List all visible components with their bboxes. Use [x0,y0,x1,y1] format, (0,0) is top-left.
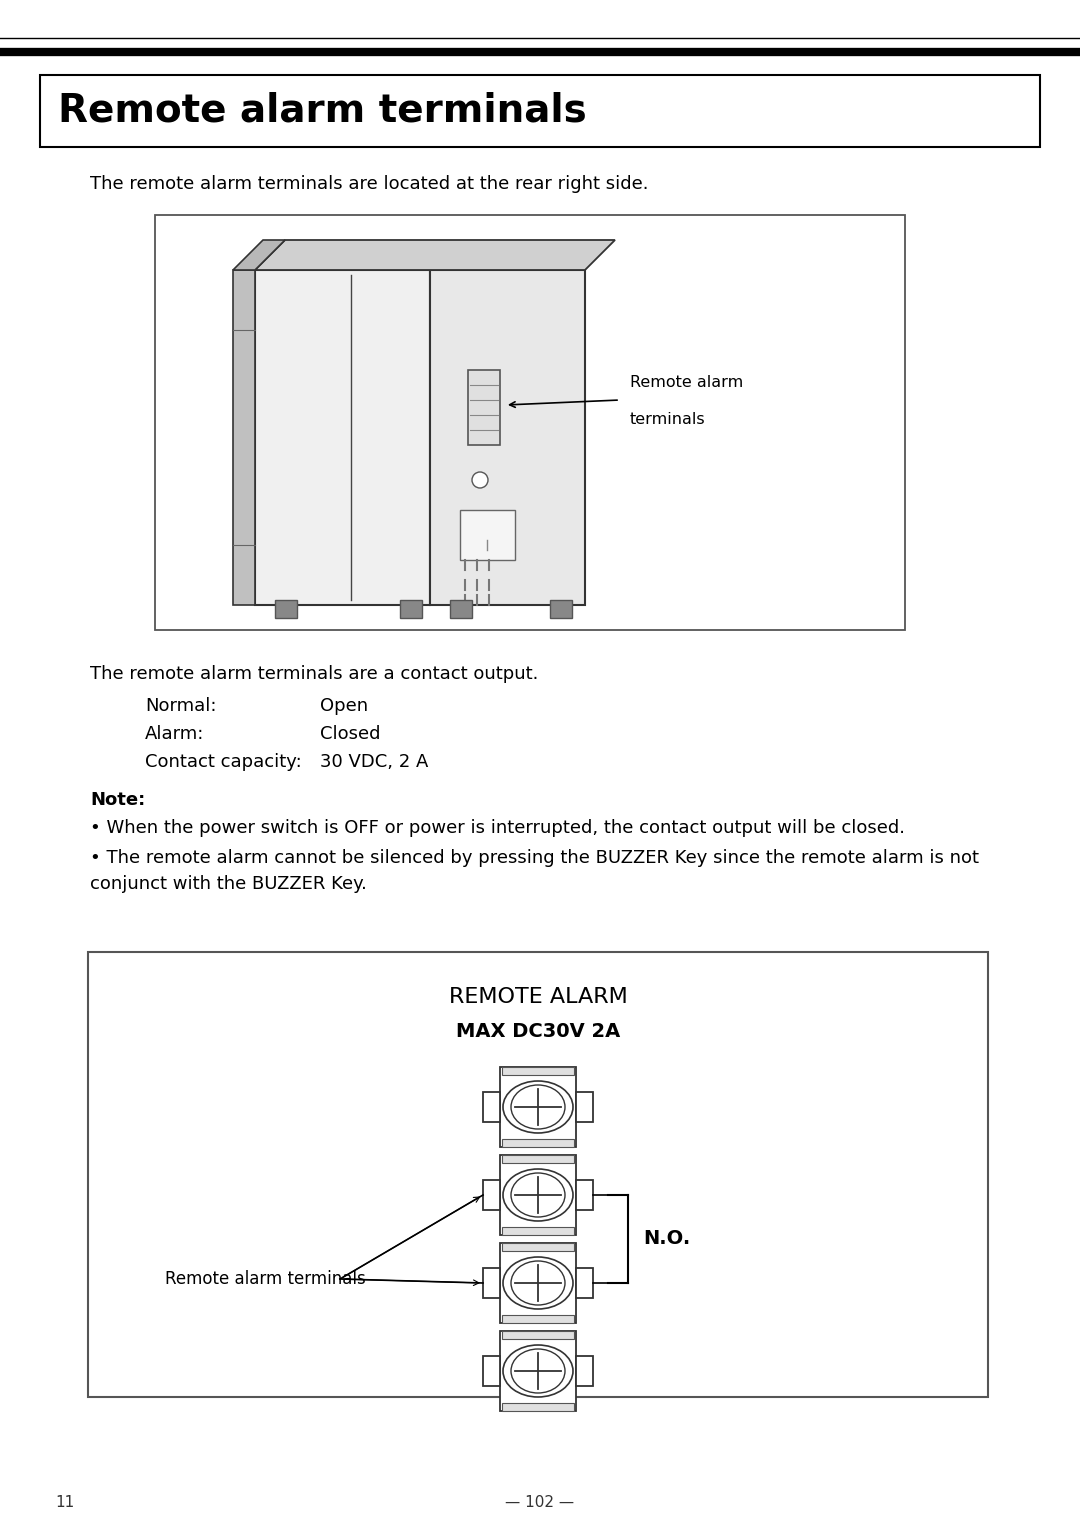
Bar [483,1268,500,1297]
Text: MAX DC30V 2A: MAX DC30V 2A [456,1022,620,1041]
Ellipse shape [503,1345,573,1397]
Text: Closed: Closed [320,724,380,743]
Bar [40,75,1040,147]
Ellipse shape [503,1169,573,1221]
Bar [502,1403,573,1410]
Bar [502,1155,573,1163]
Text: Note:: Note: [90,792,145,808]
Bar [576,1355,593,1386]
Bar [500,1067,576,1148]
Text: 30 VDC, 2 A: 30 VDC, 2 A [320,753,429,772]
Text: Remote alarm terminals: Remote alarm terminals [58,92,586,130]
Ellipse shape [511,1349,565,1394]
Bar [502,1227,573,1235]
Bar [502,1316,573,1323]
Bar [233,270,255,605]
Bar [500,1242,576,1323]
Bar [483,1355,500,1386]
Text: Open: Open [320,697,368,715]
Text: • The remote alarm cannot be silenced by pressing the BUZZER Key since the remot: • The remote alarm cannot be silenced by… [90,850,978,866]
Bar [430,270,585,605]
Text: REMOTE ALARM: REMOTE ALARM [448,987,627,1007]
Bar [550,601,572,617]
Text: • When the power switch is OFF or power is interrupted, the contact output will : • When the power switch is OFF or power … [90,819,905,837]
Bar [502,1242,573,1251]
Polygon shape [233,240,285,270]
Ellipse shape [511,1174,565,1216]
Bar [483,1180,500,1210]
Circle shape [472,472,488,487]
Bar [483,1093,500,1122]
Bar [502,1067,573,1076]
Text: Remote alarm: Remote alarm [630,374,743,390]
Bar [450,601,472,617]
Bar [275,601,297,617]
Bar [500,1155,576,1235]
Bar [502,1138,573,1148]
Text: Alarm:: Alarm: [145,724,204,743]
Ellipse shape [503,1258,573,1309]
Text: Remote alarm terminals: Remote alarm terminals [165,1270,366,1288]
Text: terminals: terminals [630,413,705,426]
Polygon shape [255,240,615,270]
Bar [576,1093,593,1122]
Text: Normal:: Normal: [145,697,216,715]
Text: — 102 —: — 102 — [505,1494,575,1510]
Text: The remote alarm terminals are located at the rear right side.: The remote alarm terminals are located a… [90,176,648,193]
Text: 11: 11 [55,1494,75,1510]
Bar [255,270,430,605]
Bar [87,952,988,1397]
Text: The remote alarm terminals are a contact output.: The remote alarm terminals are a contact… [90,665,538,683]
Ellipse shape [511,1261,565,1305]
Bar [400,601,422,617]
Text: N.O.: N.O. [643,1230,690,1248]
Bar [460,510,515,559]
Ellipse shape [511,1085,565,1129]
Bar [502,1331,573,1339]
Bar [576,1180,593,1210]
Text: conjunct with the BUZZER Key.: conjunct with the BUZZER Key. [90,876,367,892]
Ellipse shape [503,1080,573,1132]
Bar [156,215,905,630]
Bar [500,1331,576,1410]
Text: Contact capacity:: Contact capacity: [145,753,301,772]
Bar [468,370,500,445]
Bar [576,1268,593,1297]
